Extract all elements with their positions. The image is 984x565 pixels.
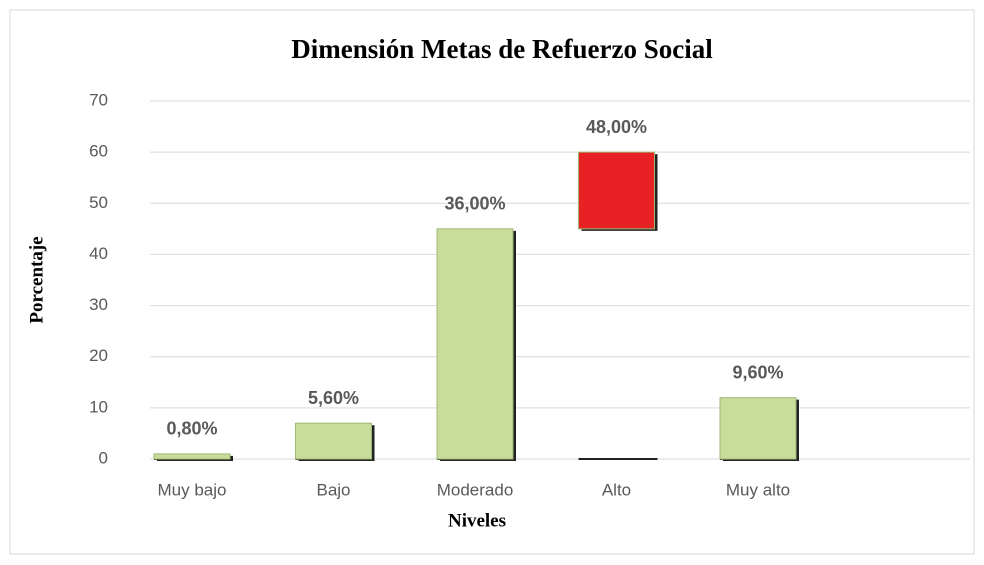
y-axis-label: Porcentaje: [26, 236, 47, 323]
data-label: 48,00%: [586, 117, 647, 137]
x-tick-label: Bajo: [316, 480, 350, 499]
y-tick-label: 20: [89, 346, 108, 365]
y-tick-label: 10: [89, 397, 108, 416]
chart-title: Dimensión Metas de Refuerzo Social: [291, 34, 713, 64]
data-label: 0,80%: [166, 419, 217, 439]
y-tick-label: 50: [89, 193, 108, 212]
bar: [578, 151, 655, 230]
y-tick-label: 40: [89, 244, 108, 263]
y-tick-label: 30: [89, 295, 108, 314]
x-tick-label: Muy alto: [726, 480, 790, 499]
bar: [295, 422, 372, 460]
x-tick-label: Alto: [602, 480, 631, 499]
data-label: 9,60%: [732, 362, 783, 382]
data-label: 36,00%: [444, 194, 505, 214]
y-tick-label: 60: [89, 142, 108, 161]
x-tick-label: Moderado: [437, 480, 514, 499]
y-tick-label: 0: [99, 448, 108, 467]
bar: [153, 453, 231, 460]
y-tick-label: 70: [89, 90, 108, 109]
data-label: 5,60%: [308, 388, 359, 408]
x-tick-label: Muy bajo: [158, 480, 227, 499]
x-axis-label: Niveles: [448, 510, 506, 531]
bar: [436, 228, 514, 460]
bar: [719, 397, 797, 460]
